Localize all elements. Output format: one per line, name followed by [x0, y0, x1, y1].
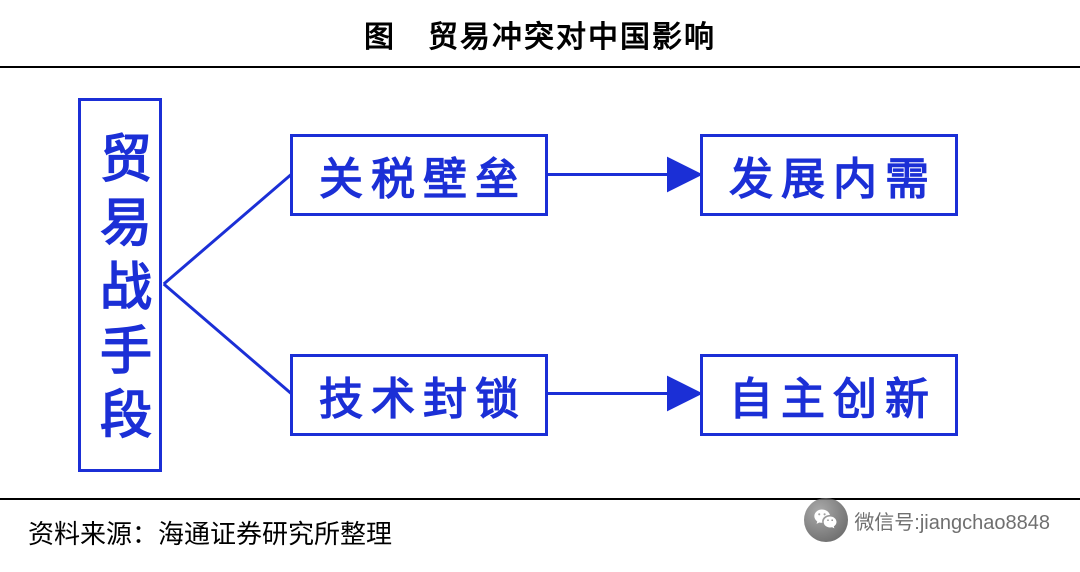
- node-tech: 技术封锁: [290, 354, 548, 436]
- node-tariff: 关税壁垒: [290, 134, 548, 216]
- diagram-area: 贸易战手段 关税壁垒 发展内需技术封锁 自主创新: [0, 68, 1080, 500]
- edge-root-tariff: [164, 175, 291, 284]
- node-innov: 自主创新: [700, 354, 958, 436]
- wechat-icon: [804, 498, 848, 542]
- node-root: 贸易战手段: [78, 98, 162, 472]
- figure-title: 图 贸易冲突对中国影响: [0, 0, 1080, 68]
- watermark: 微信号:jiangchao8848: [804, 498, 1050, 542]
- watermark-text: 微信号:jiangchao8848: [854, 506, 1050, 535]
- edge-root-tech: [164, 284, 291, 393]
- node-demand: 发展内需: [700, 134, 958, 216]
